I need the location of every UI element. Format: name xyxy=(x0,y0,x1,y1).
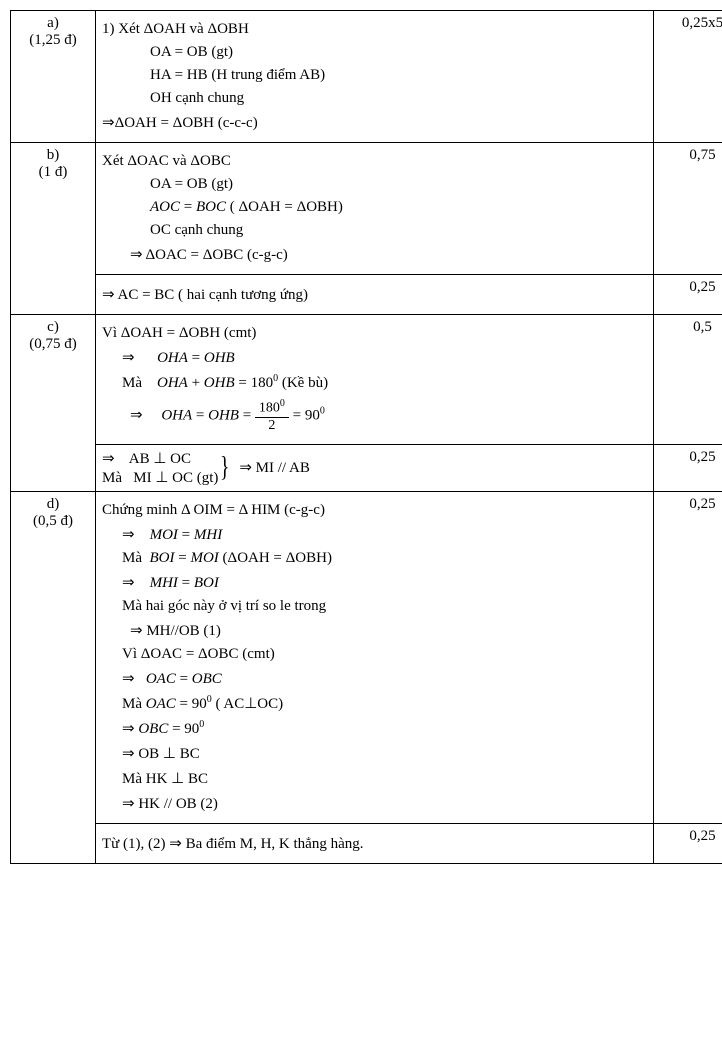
proof-line: Xét ΔOAC và ΔOBC xyxy=(102,153,647,170)
proof-line: ⇒ OHA = OHB xyxy=(102,348,647,367)
score-cell: 0,25 xyxy=(654,275,722,315)
proof-line: Chứng minh Δ OIM = Δ HIM (c-g-c) xyxy=(102,502,647,519)
score-cell: 0,75 xyxy=(654,143,722,275)
proof-line: Mà OAC = 900 ( AC⊥OC) xyxy=(102,694,647,713)
score-cell: 0,25 xyxy=(654,823,722,863)
part-label: d)(0,5 đ) xyxy=(11,491,96,863)
proof-content: Từ (1), (2) ⇒ Ba điểm M, H, K thẳng hàng… xyxy=(96,823,654,863)
proof-table: a)(1,25 đ) 1) Xét ΔOAH và ΔOBH OA = OB (gt… xyxy=(10,10,722,864)
proof-line: ⇒ MOI = MHI xyxy=(102,525,647,544)
proof-line: Mà HK ⊥ BC xyxy=(102,769,647,788)
proof-line: ⇒ ΔOAC = ΔOBC (c-g-c) xyxy=(102,245,647,264)
score-cell: 0,25 xyxy=(654,444,722,491)
proof-content: 1) Xét ΔOAH và ΔOBH OA = OB (gt) HA = HB (… xyxy=(96,11,654,143)
part-label: a)(1,25 đ) xyxy=(11,11,96,143)
proof-line: Vì ΔOAC = ΔOBC (cmt) xyxy=(102,646,647,663)
part-label: b)(1 đ) xyxy=(11,143,96,315)
proof-line: ⇒ OAC = OBC xyxy=(102,669,647,688)
proof-line: ⇒ HK // OB (2) xyxy=(102,794,647,813)
proof-content: ⇒ AB ⊥ OCMà MI ⊥ OC (gt)} ⇒ MI // AB xyxy=(96,444,654,491)
proof-line: OH cạnh chung xyxy=(102,90,647,107)
proof-line: OA = OB (gt) xyxy=(102,176,647,193)
proof-line: Mà hai góc này ở vị trí so le trong xyxy=(102,598,647,615)
proof-line: AOC = BOC ( ΔOAH = ΔOBH) xyxy=(102,199,647,216)
proof-line: ⇒ΔOAH = ΔOBH (c-c-c) xyxy=(102,113,647,132)
proof-line: ⇒ OB ⊥ BC xyxy=(102,744,647,763)
score-cell: 0,25 xyxy=(654,491,722,823)
proof-line: ⇒ OBC = 900 xyxy=(102,719,647,738)
proof-line: Từ (1), (2) ⇒ Ba điểm M, H, K thẳng hàng… xyxy=(102,834,647,853)
proof-line: ⇒ OHA = OHB = 18002 = 900 xyxy=(102,398,647,434)
proof-line: OC cạnh chung xyxy=(102,222,647,239)
proof-line: HA = HB (H trung điểm AB) xyxy=(102,67,647,84)
proof-line: Mà BOI = MOI (ΔOAH = ΔOBH) xyxy=(102,550,647,567)
proof-line: Vì ΔOAH = ΔOBH (cmt) xyxy=(102,325,647,342)
score-cell: 0,25x5 xyxy=(654,11,722,143)
proof-line: Mà OHA + OHB = 1800 (Kề bù) xyxy=(102,373,647,392)
score-cell: 0,5 xyxy=(654,315,722,445)
proof-line: ⇒ AC = BC ( hai cạnh tương ứng) xyxy=(102,285,647,304)
proof-line: ⇒ MH//OB (1) xyxy=(102,621,647,640)
proof-content: Xét ΔOAC và ΔOBC OA = OB (gt) AOC = BOC ( … xyxy=(96,143,654,275)
proof-content: ⇒ AC = BC ( hai cạnh tương ứng) xyxy=(96,275,654,315)
part-label: c)(0,75 đ) xyxy=(11,315,96,492)
proof-line: 1) Xét ΔOAH và ΔOBH xyxy=(102,21,647,38)
proof-line: OA = OB (gt) xyxy=(102,44,647,61)
proof-content: Chứng minh Δ OIM = Δ HIM (c-g-c) ⇒ MOI = … xyxy=(96,491,654,823)
proof-content: Vì ΔOAH = ΔOBH (cmt) ⇒ OHA = OHB Mà OHA + … xyxy=(96,315,654,445)
proof-line: ⇒ MHI = BOI xyxy=(102,573,647,592)
